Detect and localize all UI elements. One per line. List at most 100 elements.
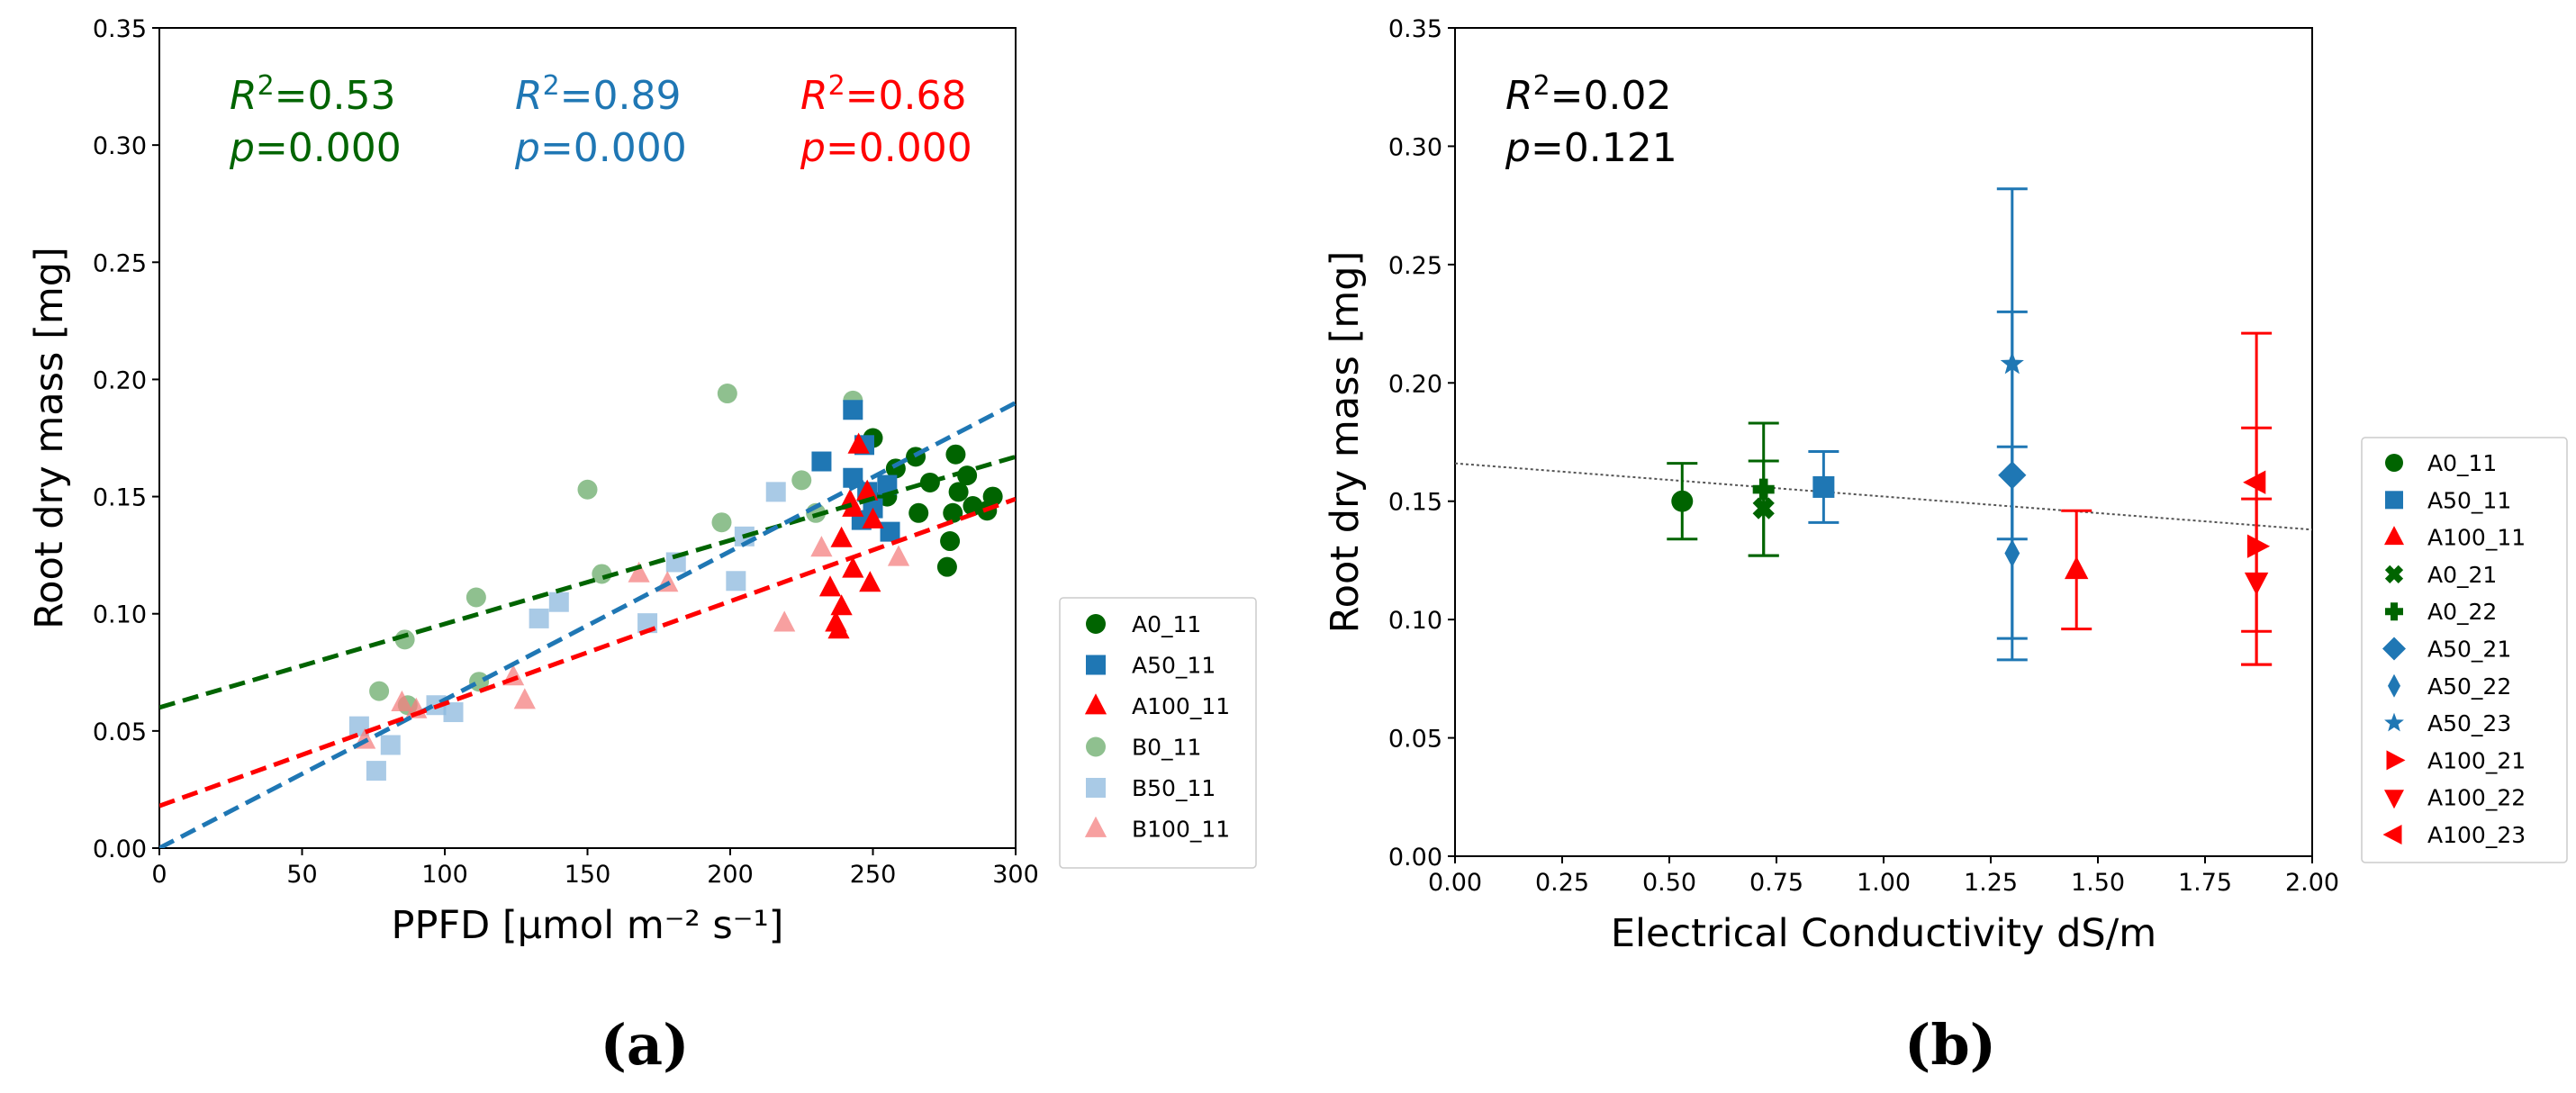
- x-tick-label: 200: [707, 861, 754, 889]
- trend-line: [159, 496, 1016, 808]
- r-symbol: R: [800, 73, 828, 119]
- data-point: [940, 531, 961, 552]
- y-tick-label: 0.00: [1388, 844, 1442, 872]
- r-squared-label: R2=0.68: [800, 70, 967, 119]
- p-value-label: p=0.000: [800, 125, 972, 171]
- p-symbol: p: [800, 125, 826, 171]
- r-squared-label: R2=0.89: [515, 70, 682, 119]
- legend-marker: [1086, 736, 1106, 757]
- legend-marker: [2385, 454, 2403, 472]
- y-tick-label: 0.35: [93, 15, 147, 43]
- data-point: [856, 479, 879, 501]
- data-point: [811, 451, 832, 472]
- data-point: [529, 608, 549, 628]
- r-squared-value: =0.02: [1550, 73, 1672, 119]
- x-tick-label: 50: [286, 861, 317, 889]
- data-point: [369, 681, 390, 701]
- r-symbol: R: [230, 73, 258, 119]
- p-symbol: p: [1505, 125, 1531, 171]
- data-point: [827, 618, 850, 639]
- data-point-A0_21-shape: [1752, 497, 1775, 519]
- legend-label: A100_23: [2427, 822, 2526, 848]
- x-axis-label: Electrical Conductivity dS/m: [1611, 911, 2156, 956]
- series-A0_11: [863, 428, 1003, 577]
- panel-label-b: (b): [1904, 1012, 1996, 1078]
- series-B100_11: [354, 536, 910, 749]
- trend-line: [159, 401, 1016, 848]
- legend-marker: [2385, 491, 2403, 510]
- x-tick-label: 150: [565, 861, 611, 889]
- x-tick-label: 0.75: [1749, 869, 1803, 897]
- legend-marker: [2382, 637, 2406, 661]
- legend-marker: [1086, 614, 1106, 634]
- legend-label: A100_11: [2427, 525, 2526, 551]
- data-point: [818, 575, 842, 597]
- data-point: [908, 502, 929, 523]
- data-point-A50_11: [1812, 475, 1835, 498]
- data-point: [628, 561, 650, 583]
- p-value-label: p=0.000: [514, 125, 687, 171]
- p-value: =0.000: [255, 125, 402, 171]
- legend-label: A0_11: [2427, 450, 2497, 476]
- r-squared-exponent: 2: [258, 70, 275, 102]
- data-point: [577, 479, 598, 500]
- p-symbol: p: [229, 125, 255, 171]
- legend: [2361, 437, 2568, 863]
- y-tick-label: 0.00: [93, 836, 147, 863]
- data-point-A0_11: [1671, 490, 1694, 512]
- plot-area: [159, 384, 1016, 848]
- data-point: [862, 507, 884, 528]
- legend-label: A50_11: [1132, 653, 1216, 679]
- legend-marker: [1084, 816, 1107, 837]
- data-point: [665, 552, 686, 573]
- trend-line: [1454, 462, 2313, 531]
- data-point: [765, 482, 786, 502]
- legend-label: A50_21: [2427, 637, 2511, 663]
- data-point: [948, 482, 969, 502]
- x-tick-label: 0.00: [1428, 869, 1482, 897]
- legend-marker: [2388, 673, 2400, 698]
- r-squared-label: R2=0.02: [1505, 70, 1672, 119]
- y-tick-label: 0.10: [93, 601, 147, 629]
- legend-marker: [2384, 712, 2404, 732]
- data-point: [726, 571, 746, 592]
- data-point: [391, 690, 413, 711]
- y-tick-label: 0.05: [93, 718, 147, 746]
- data-point: [842, 556, 864, 578]
- x-tick-label: 1.75: [2178, 869, 2232, 897]
- legend-label: A100_21: [2427, 747, 2526, 773]
- legend-label: A0_21: [2427, 562, 2497, 588]
- p-value: =0.000: [540, 125, 687, 171]
- r-symbol: R: [1505, 73, 1533, 119]
- data-point-A50_21: [1998, 461, 2027, 490]
- legend-label: B50_11: [1132, 775, 1216, 801]
- trend-line: [159, 454, 1016, 710]
- x-tick-label: 0.25: [1535, 869, 1589, 897]
- data-point: [711, 512, 732, 533]
- data-point: [839, 489, 862, 510]
- y-tick-label: 0.20: [1388, 370, 1442, 398]
- legend-marker: [2384, 526, 2404, 546]
- y-tick-label: 0.25: [93, 249, 147, 277]
- data-point: [830, 594, 853, 616]
- legend-label: A0_22: [2427, 599, 2497, 625]
- r-squared-value: =0.68: [845, 73, 967, 119]
- legend-label: A50_22: [2427, 673, 2511, 700]
- legend-label: A50_11: [2427, 487, 2511, 513]
- data-point: [880, 521, 900, 542]
- series-A100_11: [818, 432, 884, 639]
- x-tick-label: 0.50: [1642, 869, 1696, 897]
- x-tick-label: 1.50: [2071, 869, 2125, 897]
- data-point: [366, 761, 386, 781]
- y-tick-label: 0.15: [1388, 489, 1442, 517]
- data-point-A100_11: [2065, 556, 2089, 580]
- data-point: [465, 587, 486, 608]
- x-tick-label: 0: [151, 861, 167, 889]
- p-symbol: p: [514, 125, 540, 171]
- data-point: [443, 702, 464, 723]
- r-squared-value: =0.89: [560, 73, 682, 119]
- data-point: [843, 400, 863, 420]
- data-point: [810, 536, 833, 557]
- data-point: [791, 470, 812, 491]
- data-point-A0_21: [1752, 497, 1775, 519]
